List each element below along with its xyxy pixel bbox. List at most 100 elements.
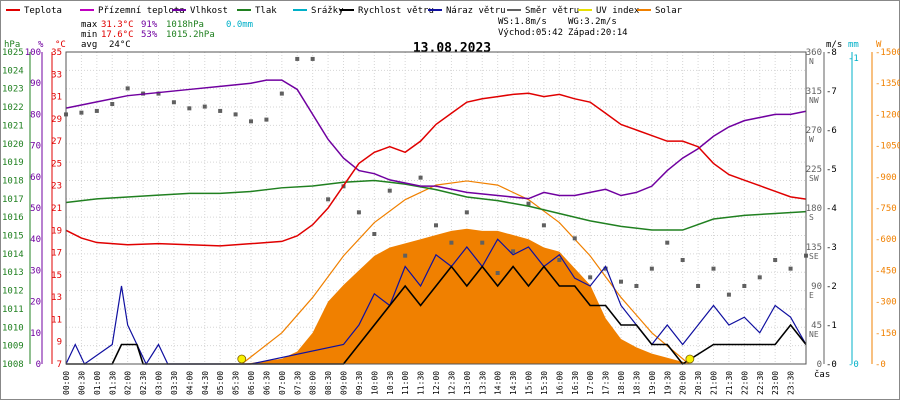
legend-entry: Přízemní teplota: [98, 6, 185, 16]
axis-degc-tick: 11: [51, 315, 62, 325]
wind-direction-point: [480, 240, 485, 245]
x-axis-unit: čas: [814, 369, 830, 380]
wind-direction-point: [249, 119, 253, 124]
axis-hpa-tick: 1017: [2, 195, 24, 205]
axis-w-tick: -300: [875, 298, 897, 308]
stat-precip: 0.0mm: [226, 20, 253, 30]
axis-w-unit: W: [876, 40, 882, 50]
x-axis-tick: 18:00: [617, 371, 626, 395]
axis-w-tick: -1200: [875, 110, 900, 120]
legend-entry: Vlhkost: [190, 6, 228, 16]
wind-direction-point: [788, 266, 793, 271]
axis-deg-tick: 180: [806, 204, 822, 214]
axis-hpa-tick: 1016: [2, 213, 24, 223]
axis-degc-tick: 13: [51, 293, 62, 303]
x-axis-tick: 00:30: [77, 371, 86, 395]
stat-max-humidity: 91%: [141, 20, 158, 30]
x-axis-tick: 07:00: [278, 371, 287, 395]
legend-entry: Směr větru: [525, 6, 579, 16]
axis-deg-tick: 90: [811, 282, 822, 292]
x-axis-tick: 23:00: [771, 371, 780, 395]
sunrise-marker: [237, 354, 247, 364]
x-axis-tick: 14:30: [509, 371, 518, 395]
x-axis-tick: 21:30: [725, 371, 734, 395]
wind-direction-point: [202, 104, 207, 109]
x-axis-tick: 16:00: [555, 371, 564, 395]
wind-direction-point: [449, 240, 454, 245]
legend-entry: Rychlost větru: [358, 6, 434, 16]
x-axis-tick: 04:00: [185, 371, 194, 395]
axis-mm-tick: -1: [848, 54, 859, 64]
axis-ms-unit: m/s: [826, 40, 842, 50]
x-axis-tick: 01:00: [93, 371, 102, 395]
axis-w-tick: -900: [875, 173, 897, 183]
axis-pct-tick: 60: [30, 173, 41, 183]
x-axis-tick: 15:00: [525, 371, 534, 395]
wind-direction-point: [434, 223, 438, 228]
wind-direction-point: [711, 266, 716, 271]
axis-hpa-unit: hPa: [4, 40, 20, 50]
wind-direction-point: [356, 210, 361, 215]
sunset-marker: [685, 354, 695, 364]
wind-direction-point: [680, 258, 685, 262]
axis-ms-tick: -5: [826, 165, 837, 175]
wind-direction-point: [264, 117, 269, 122]
x-axis-tick: 21:00: [710, 371, 719, 395]
wind-direction-point: [726, 292, 731, 297]
series-solar-clearsky: [241, 180, 690, 365]
axis-ms-tick: -6: [826, 126, 837, 136]
plot-border: [65, 51, 807, 365]
axis-hpa-tick: 1018: [2, 176, 24, 186]
stat-min-pressure: 1015.2hPa: [166, 30, 215, 40]
axis-deg-compass: N: [809, 57, 814, 66]
axis-hpa-tick: 1021: [2, 121, 24, 131]
axis-degc-tick: 35: [51, 48, 62, 58]
axis-w-tick: -1350: [875, 79, 900, 89]
series-temperature: [65, 92, 807, 247]
axis-ms-tick: -2: [826, 282, 837, 292]
wind-direction-point: [464, 210, 469, 215]
x-axis-tick: 15:30: [540, 371, 549, 395]
x-axis-tick: 05:00: [216, 371, 225, 395]
axis-hpa-tick: 1012: [2, 287, 24, 297]
axis-degc-tick: 9: [57, 338, 62, 348]
axis-degc-tick: 33: [51, 70, 62, 80]
x-axis-tick: 18:30: [632, 371, 641, 395]
axis-pct-tick: 90: [30, 79, 41, 89]
axis-ms-tick: -1: [826, 321, 837, 331]
wind-direction-point: [603, 266, 608, 271]
x-axis-tick: 22:30: [756, 371, 765, 395]
axis-w-tick: -150: [875, 329, 897, 339]
x-axis-tick: 19:00: [648, 371, 657, 395]
axis-hpa-tick: 1013: [2, 268, 24, 278]
axis-ms-tick: -3: [826, 243, 837, 253]
wind-direction-point: [418, 175, 423, 180]
stat-avg-temp: 24°C: [109, 40, 131, 50]
axis-deg-tick: 225: [806, 165, 822, 175]
chart-title: 13.08.2023: [413, 41, 491, 56]
x-axis-tick: 03:00: [155, 371, 164, 395]
x-axis-tick: 04:30: [201, 371, 210, 395]
axis-w-tick: -1050: [875, 142, 900, 152]
axis-pct-tick: 70: [30, 142, 41, 152]
axis-deg-tick: 270: [806, 126, 822, 136]
axis-pct-tick: 10: [30, 329, 41, 339]
wind-direction-point: [218, 108, 223, 113]
stat-wind-gust: WG:3.2m/s: [568, 17, 617, 27]
stat-sunset: Západ:20:14: [568, 28, 628, 38]
wind-direction-point: [94, 108, 99, 113]
axis-hpa-tick: 1024: [2, 66, 24, 76]
axis-deg-compass: NW: [809, 96, 819, 105]
axis-deg-compass: NE: [809, 330, 819, 339]
wind-direction-point: [696, 284, 701, 288]
axis-hpa-tick: 1025: [2, 48, 24, 58]
wind-direction-point: [742, 284, 747, 288]
x-axis-tick: 10:00: [370, 371, 379, 395]
wind-direction-point: [110, 102, 115, 106]
series-humidity: [65, 79, 807, 200]
x-axis-tick: 10:30: [386, 371, 395, 395]
wind-direction-point: [588, 275, 593, 280]
axis-degc-tick: 15: [51, 271, 62, 281]
wind-direction-point: [79, 110, 84, 115]
